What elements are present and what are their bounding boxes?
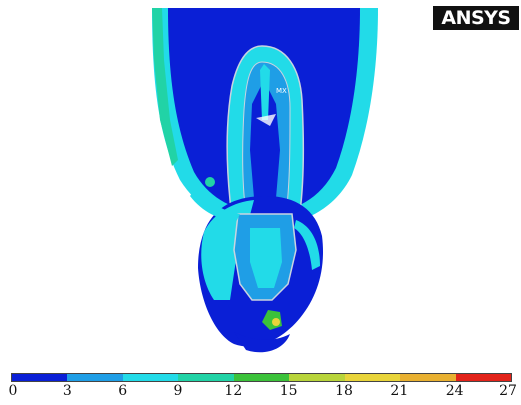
colorbar-tick-label: 27 <box>499 383 517 399</box>
colorbar-tick-label: 18 <box>335 383 353 399</box>
colorbar-tick-label: 9 <box>173 383 183 399</box>
mx-label: MX <box>276 87 287 95</box>
left-edge-band <box>152 8 178 166</box>
left-bubble <box>205 177 215 187</box>
colorbar-ticks: 0 3 6 9 12 15 18 21 24 27 <box>0 383 521 403</box>
colorbar-segment <box>455 374 511 381</box>
root-canal-core <box>250 228 282 288</box>
colorbar-tick-label: 6 <box>118 383 128 399</box>
colorbar-tick-label: 21 <box>390 383 409 399</box>
post-core <box>250 80 280 198</box>
colorbar-tick-label: 3 <box>62 383 72 399</box>
colorbar-tick-label: 15 <box>279 383 298 399</box>
colorbar-segment <box>67 374 123 381</box>
colorbar-segment <box>289 374 345 381</box>
mx-marker <box>256 114 276 126</box>
colorbar-tick-label: 24 <box>445 383 464 399</box>
colorbar-tick-label: 12 <box>224 383 243 399</box>
apex-tail <box>234 332 290 353</box>
colorbar-tick-label: 0 <box>8 383 18 399</box>
apex-hotspot <box>272 318 280 326</box>
colorbar-segment <box>400 374 456 381</box>
left-lower-band <box>190 188 240 222</box>
colorbar-segment <box>178 374 234 381</box>
root-right-band <box>294 220 320 270</box>
stress-colorbar <box>11 373 512 382</box>
ansys-logo: ANSYS <box>433 6 519 30</box>
post-highlight <box>260 64 270 120</box>
colorbar-segment <box>344 374 401 381</box>
colorbar-segment <box>12 374 68 381</box>
tooth-model-contour: MX <box>152 8 378 353</box>
colorbar-segment <box>233 374 290 381</box>
ansys-logo-text: ANSYS <box>441 7 511 29</box>
colorbar-segment <box>122 374 179 381</box>
